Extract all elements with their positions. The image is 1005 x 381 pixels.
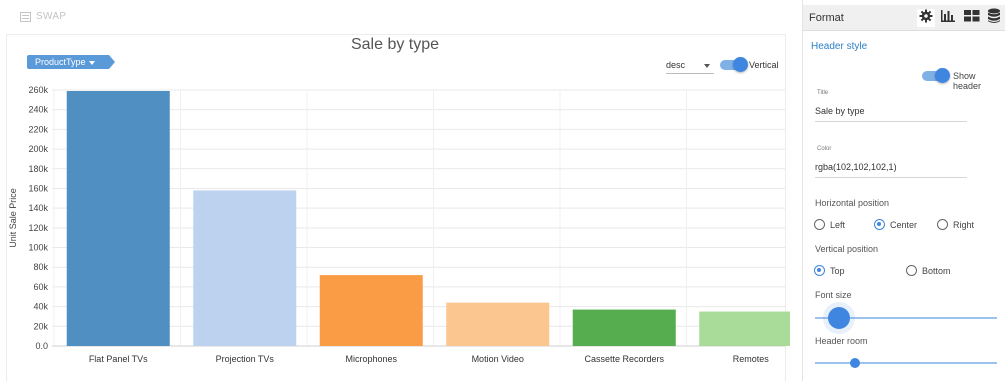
radio-label: Left: [830, 219, 846, 230]
y-tick-label: 180k: [28, 164, 48, 174]
radio-label: Center: [890, 219, 918, 230]
header-style-section-title: Header style: [811, 41, 868, 52]
radio-horizontal-center[interactable]: Center: [874, 219, 917, 230]
title-input[interactable]: Sale by type: [815, 106, 967, 122]
toggle-knob: [935, 68, 950, 83]
y-tick-label: 260k: [28, 85, 48, 95]
swap-button[interactable]: SWAP: [20, 11, 66, 22]
title-field-label: Title: [817, 90, 829, 96]
grid-icon: [964, 9, 980, 27]
radio-vertical-top[interactable]: Top: [814, 265, 845, 276]
swap-label: SWAP: [36, 11, 67, 22]
y-tick-label: 200k: [28, 144, 48, 154]
vertical-label: Vertical: [749, 60, 779, 70]
radio-label: Bottom: [922, 265, 951, 276]
color-input[interactable]: rgba(102,102,102,1): [815, 162, 967, 178]
y-tick-label: 0.0: [35, 341, 48, 351]
vertical-position-label: Vertical position: [815, 244, 879, 254]
tab-chart[interactable]: [939, 9, 957, 27]
bar: [193, 190, 297, 346]
y-tick-label: 100k: [28, 243, 48, 253]
header-room-slider-handle[interactable]: [850, 358, 860, 368]
radio-circle: [906, 265, 917, 276]
y-tick-label: 20k: [33, 321, 48, 331]
x-tick-label: Motion Video: [472, 354, 524, 364]
y-tick-label: 220k: [28, 124, 48, 134]
tab-layout[interactable]: [963, 9, 981, 27]
radio-circle: [814, 265, 825, 276]
color-field-label: Color: [817, 146, 832, 152]
radio-horizontal-left[interactable]: Left: [814, 219, 845, 230]
chevron-down-icon: [704, 64, 710, 68]
bar: [319, 275, 423, 346]
bar: [699, 311, 790, 346]
chevron-down-icon: [88, 60, 95, 65]
radio-horizontal-right[interactable]: Right: [937, 219, 974, 230]
chart-area: SWAP Sale by type ProductType desc Verti…: [6, 11, 790, 381]
y-tick-label: 140k: [28, 203, 48, 213]
header-room-label: Header room: [815, 336, 868, 346]
bar: [572, 309, 676, 346]
swap-icon: [20, 11, 31, 22]
chart-title: Sale by type: [350, 36, 440, 53]
font-size-slider-handle[interactable]: [828, 307, 850, 329]
color-input-value: rgba(102,102,102,1): [815, 162, 897, 172]
y-tick-label: 240k: [28, 105, 48, 115]
gear-icon: [919, 9, 933, 28]
title-input-value: Sale by type: [815, 106, 865, 116]
bar-chart: 0.0 20k 40k 60k 80k 100k 120k 140k 160k 180k 200k 2…: [8, 85, 790, 364]
toggle-knob: [733, 57, 748, 72]
y-tick-label: 60k: [33, 282, 48, 292]
radio-circle: [814, 219, 825, 230]
dimension-chip[interactable]: ProductType: [27, 55, 115, 69]
sort-select[interactable]: desc: [666, 58, 714, 74]
tab-data[interactable]: [985, 8, 1003, 29]
x-tick-label: Projection TVs: [216, 354, 275, 364]
bar: [446, 302, 550, 346]
panel-title: Format: [809, 12, 844, 24]
x-tick-label: Flat Panel TVs: [89, 354, 148, 364]
font-size-slider[interactable]: [815, 317, 997, 319]
header-room-slider[interactable]: [815, 362, 997, 364]
tab-general[interactable]: [917, 9, 935, 27]
vertical-toggle[interactable]: [720, 57, 748, 72]
sort-select-value: desc: [666, 60, 686, 70]
database-icon: [987, 8, 1001, 29]
radio-label: Right: [953, 219, 975, 230]
x-tick-label: Cassette Recorders: [584, 354, 664, 364]
dimension-chip-label: ProductType: [35, 57, 86, 67]
radio-circle: [874, 219, 885, 230]
radio-label: Top: [830, 265, 845, 276]
font-size-label: Font size: [815, 290, 852, 300]
y-tick-label: 80k: [33, 262, 48, 272]
chart-frame: [6, 34, 786, 381]
y-tick-label: 160k: [28, 183, 48, 193]
y-tick-label: 120k: [28, 223, 48, 233]
horizontal-position-label: Horizontal position: [815, 198, 890, 208]
radio-circle: [937, 219, 948, 230]
x-tick-label: Microphones: [345, 354, 397, 364]
bar: [66, 90, 170, 346]
y-axis-title: Unit Sale Price: [8, 188, 18, 248]
y-tick-label: 40k: [33, 302, 48, 312]
bar-chart-icon: [940, 9, 956, 28]
panel-header: Format: [803, 5, 1005, 31]
show-header-toggle[interactable]: [922, 68, 950, 83]
radio-vertical-bottom[interactable]: Bottom: [906, 265, 951, 276]
x-tick-label: Remotes: [733, 354, 770, 364]
show-header-label: Show header: [953, 71, 982, 91]
